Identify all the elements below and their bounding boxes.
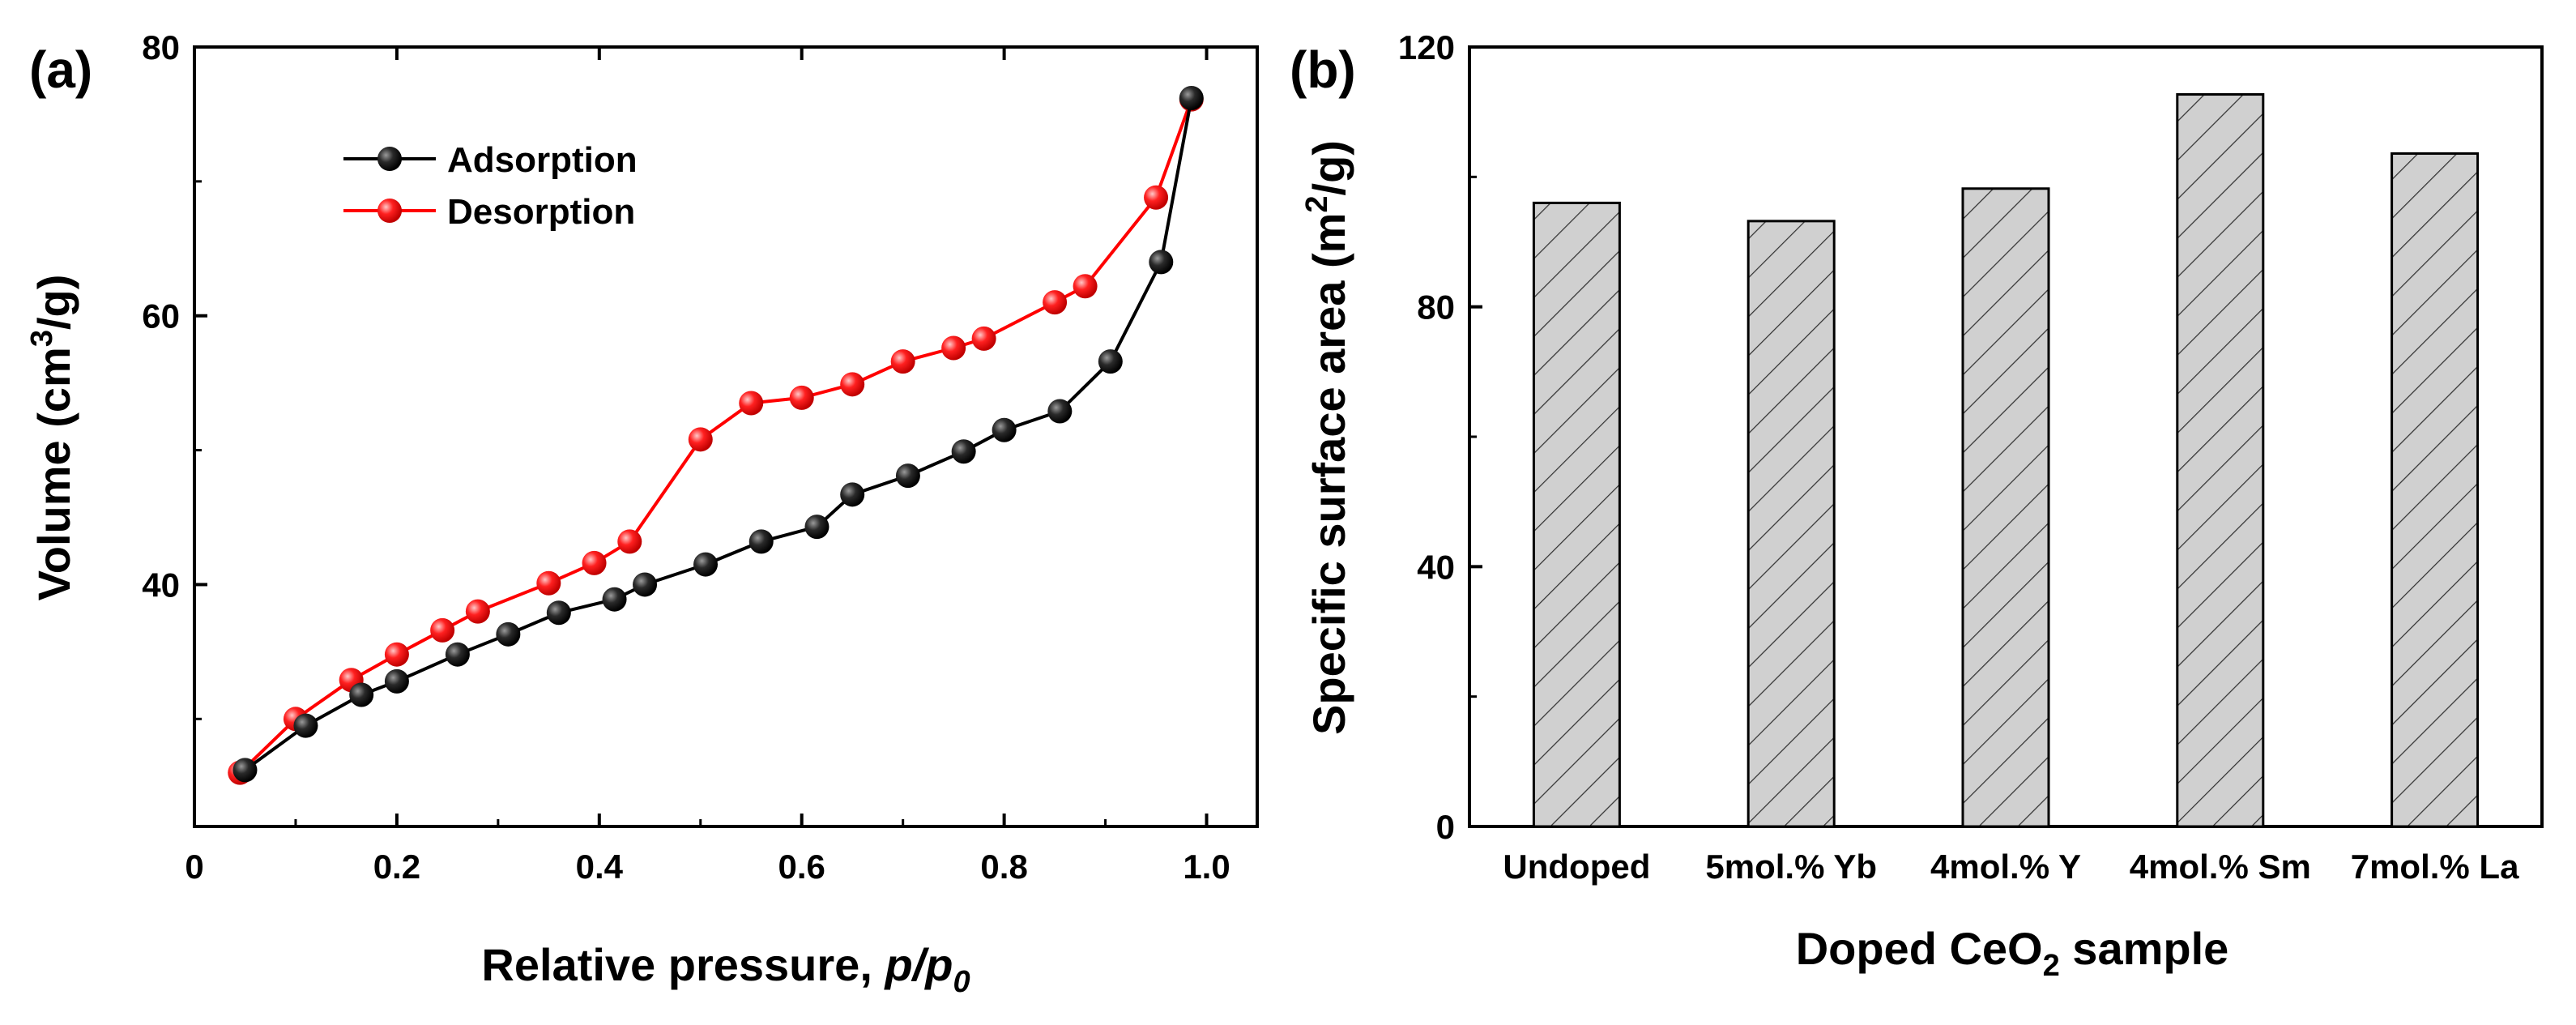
data-point-adsorption <box>546 600 571 626</box>
panel-a-label: (a) <box>29 41 92 99</box>
panel-a-plot-frame <box>193 45 1259 828</box>
panel-a-y-axis-title: Volume (cm3/g) <box>25 275 79 601</box>
data-point-desorption <box>536 570 561 596</box>
bar <box>2390 152 2480 828</box>
category-label: Undoped <box>1503 848 1650 886</box>
y-tick-label: 0 <box>1436 808 1455 846</box>
panel-b-y-tick-labels: 0 40 80 120 <box>1398 28 1455 846</box>
panel-b-ticks <box>1469 45 1482 828</box>
panel-a-legend: Adsorption Desorption <box>343 140 638 232</box>
data-point-desorption <box>971 326 996 351</box>
panel-a-x-tick-labels: 0 0.2 0.4 0.6 0.8 1.0 <box>185 848 1230 886</box>
data-point-adsorption <box>693 552 719 577</box>
data-point-desorption <box>739 391 764 416</box>
data-point-desorption <box>1043 290 1068 315</box>
category-label: 4mol.% Sm <box>2130 848 2311 886</box>
data-point-desorption <box>688 427 713 452</box>
data-point-adsorption <box>349 682 374 707</box>
category-label: 5mol.% Yb <box>1705 848 1877 886</box>
panel-b-y-axis-title: Specific surface area (m2/g) <box>1300 140 1354 735</box>
panel-a: (a) 0 0.2 0.4 0.6 0.8 1.0 40 60 80 Adsorption D… <box>25 28 1259 999</box>
x-tick-label: 0.8 <box>980 848 1027 886</box>
bar <box>1532 201 1621 828</box>
data-point-adsorption <box>445 642 470 667</box>
legend-marker-desorption <box>377 199 402 223</box>
y-tick-label: 40 <box>142 566 180 604</box>
data-point-desorption <box>384 642 409 667</box>
data-point-adsorption <box>384 668 409 694</box>
y-tick-label: 80 <box>1417 288 1455 327</box>
panel-b-bars <box>1532 93 2480 828</box>
data-point-desorption <box>789 385 814 410</box>
panel-a-series <box>228 86 1204 785</box>
panel-a-y-tick-labels: 40 60 80 <box>142 28 180 604</box>
y-tick-label: 40 <box>1417 548 1455 586</box>
data-point-adsorption <box>602 587 627 612</box>
legend-label-desorption: Desorption <box>447 192 635 232</box>
panel-a-x-axis-title: Relative pressure, p/p0 <box>481 939 970 999</box>
data-point-adsorption <box>232 758 258 783</box>
data-point-adsorption <box>1149 250 1174 275</box>
panel-b-category-labels: Undoped 5mol.% Yb 4mol.% Y 4mol.% Sm 7mol.% … <box>1503 848 2519 886</box>
data-point-adsorption <box>951 439 976 464</box>
bar <box>1746 220 1836 828</box>
category-label: 7mol.% La <box>2351 848 2519 886</box>
panel-b: (b) 0 40 80 120 Undoped 5mol.% Yb 4mol.% Y 4mo… <box>1290 28 2544 983</box>
data-point-adsorption <box>748 529 774 554</box>
data-point-desorption <box>582 550 607 575</box>
panel-b-label: (b) <box>1290 41 1356 99</box>
data-point-adsorption <box>992 417 1017 442</box>
x-tick-label: 0 <box>185 848 203 886</box>
data-point-desorption <box>941 335 966 361</box>
data-point-desorption <box>465 599 490 624</box>
legend-label-adsorption: Adsorption <box>447 140 638 180</box>
data-point-adsorption <box>1179 86 1204 111</box>
bar <box>1961 187 2050 828</box>
data-point-desorption <box>1144 185 1169 210</box>
data-point-adsorption <box>496 621 521 647</box>
x-tick-label: 0.2 <box>373 848 420 886</box>
panel-b-x-axis-title: Doped CeO2 sample <box>1796 923 2229 983</box>
data-point-desorption <box>840 372 865 397</box>
data-point-adsorption <box>633 572 658 597</box>
data-point-adsorption <box>293 713 318 738</box>
y-tick-label: 60 <box>142 297 180 335</box>
panel-a-ticks <box>193 45 1209 826</box>
legend-marker-adsorption <box>377 147 402 171</box>
data-point-adsorption <box>1047 399 1073 424</box>
data-point-adsorption <box>895 463 920 489</box>
x-tick-label: 0.4 <box>576 848 624 886</box>
data-point-desorption <box>1073 274 1098 299</box>
category-label: 4mol.% Y <box>1930 848 2081 886</box>
y-tick-label: 80 <box>142 28 180 66</box>
x-tick-label: 0.6 <box>778 848 825 886</box>
x-tick-label: 1.0 <box>1183 848 1230 886</box>
data-point-desorption <box>890 349 915 374</box>
series-line-desorption <box>238 99 1193 775</box>
bar <box>2176 93 2265 828</box>
y-tick-label: 120 <box>1398 28 1455 66</box>
data-point-adsorption <box>840 482 865 507</box>
data-point-desorption <box>430 617 455 643</box>
data-point-adsorption <box>804 515 830 540</box>
data-point-adsorption <box>1098 349 1123 374</box>
data-point-desorption <box>617 529 642 554</box>
